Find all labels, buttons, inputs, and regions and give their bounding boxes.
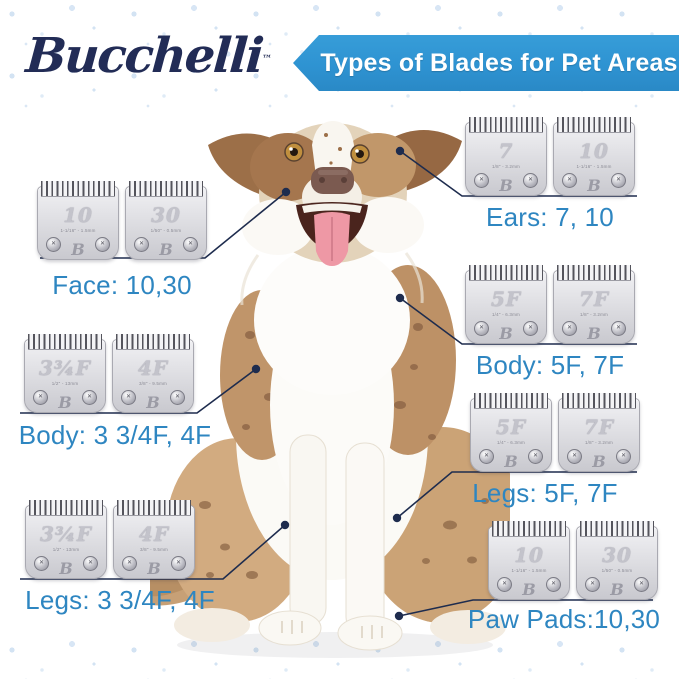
blade-size-text: 1/2" - 13mm (52, 547, 80, 552)
blade-size-text: 1-1/16" - 1.5mm (60, 228, 96, 233)
blade-size-text: 1/50" - 0.5mm (601, 568, 633, 573)
area-label-legs-left: Legs: 3 3/4F, 4F (25, 585, 215, 615)
area-label-legs-right: Legs: 5F, 7F (472, 478, 618, 508)
clipper-blade: 30 1/50" - 0.5mm ✕ ✕ B (125, 181, 207, 260)
blade-brand-monogram: B (504, 452, 518, 471)
blade-brand-monogram: B (159, 240, 173, 259)
blade-teeth (557, 265, 631, 281)
clipper-blade: 10 1-1/16" - 1.5mm ✕ ✕ B (553, 117, 635, 196)
screw-icon: ✕ (528, 449, 543, 464)
blade-size-text: 1/8" - 3.2mm (491, 164, 520, 169)
blade-size-text: 3/8" - 9.5mm (139, 547, 168, 552)
screw-icon: ✕ (546, 577, 561, 592)
clipper-blade: 3¾F 1/2" - 13mm ✕ ✕ B (24, 334, 106, 413)
blade-number: 10 (63, 203, 93, 227)
blade-pair-paw-pads: 10 1-1/16" - 1.5mm ✕ ✕ B 30 1/50" - 0.5mm ✕ ✕ B (488, 521, 658, 600)
blade-brand-monogram: B (499, 324, 513, 343)
blade-teeth (469, 117, 543, 133)
trademark-symbol: ™ (261, 54, 273, 65)
blade-brand-monogram: B (147, 559, 161, 578)
area-label-ears: Ears: 7, 10 (486, 202, 614, 232)
screw-icon: ✕ (634, 577, 649, 592)
blade-brand-monogram: B (592, 452, 606, 471)
dot-pattern-bottom (0, 636, 679, 679)
blade-teeth (129, 181, 203, 197)
blade-number: 7F (578, 287, 610, 311)
blade-pair-body-left: 3¾F 1/2" - 13mm ✕ ✕ B 4F 3/8" - 9.5mm ✕ ✕ B (24, 334, 194, 413)
banner-title: Types of Blades for Pet Areas (320, 48, 678, 77)
area-label-body-right: Body: 5F, 7F (475, 350, 625, 380)
blade-brand-monogram: B (58, 393, 72, 412)
blade-teeth (28, 334, 102, 350)
blade-size-text: 1/4" - 6.3mm (491, 312, 520, 317)
screw-icon: ✕ (585, 577, 600, 592)
blade-pair-ears: 7 1/8" - 3.2mm ✕ ✕ B 10 1-1/16" - 1.5mm ✕ ✕ B (465, 117, 635, 196)
blade-number: 10 (579, 139, 609, 163)
blade-teeth (474, 393, 548, 409)
blade-size-text: 3/8" - 9.5mm (138, 381, 167, 386)
blade-teeth (117, 500, 191, 516)
blade-teeth (562, 393, 636, 409)
blade-number: 7 (498, 139, 514, 163)
blade-teeth (469, 265, 543, 281)
blade-number: 4F (138, 522, 170, 546)
clipper-blade: 7F 1/8" - 3.2mm ✕ ✕ B (553, 265, 635, 344)
blade-number: 3¾F (39, 356, 91, 380)
blade-size-text: 1/4" - 6.3mm (496, 440, 525, 445)
clipper-blade: 10 1-1/16" - 1.5mm ✕ ✕ B (488, 521, 570, 600)
blade-pair-body-right: 5F 1/4" - 6.3mm ✕ ✕ B 7F 1/8" - 3.2mm ✕ ✕ B (465, 265, 635, 344)
clipper-blade: 4F 3/8" - 9.5mm ✕ ✕ B (112, 334, 194, 413)
brand-name: Bucchelli (24, 28, 265, 84)
blade-teeth (29, 500, 103, 516)
blade-teeth (116, 334, 190, 350)
banner-ribbon: Types of Blades for Pet Areas (293, 35, 679, 91)
clipper-blade: 10 1-1/16" - 1.5mm ✕ ✕ B (37, 181, 119, 260)
screw-icon: ✕ (616, 449, 631, 464)
blade-pair-legs-right: 5F 1/4" - 6.3mm ✕ ✕ B 7F 1/8" - 3.2mm ✕ ✕ B (470, 393, 640, 472)
blade-brand-monogram: B (71, 240, 85, 259)
blade-size-text: 1/50" - 0.5mm (150, 228, 182, 233)
blade-size-text: 1/2" - 13mm (51, 381, 79, 386)
blade-number: 30 (602, 543, 632, 567)
clipper-blade: 7F 1/8" - 3.2mm ✕ ✕ B (558, 393, 640, 472)
blade-number: 10 (514, 543, 544, 567)
blade-brand-monogram: B (610, 580, 624, 599)
blade-size-text: 1/8" - 3.2mm (584, 440, 613, 445)
clipper-blade: 4F 3/8" - 9.5mm ✕ ✕ B (113, 500, 195, 579)
blade-brand-monogram: B (522, 580, 536, 599)
blade-teeth (580, 521, 654, 537)
blade-brand-monogram: B (146, 393, 160, 412)
blade-number: 30 (151, 203, 181, 227)
blade-number: 7F (583, 415, 615, 439)
area-label-paw-pads: Paw Pads:10,30 (467, 604, 661, 634)
blade-teeth (41, 181, 115, 197)
blade-brand-monogram: B (59, 559, 73, 578)
blade-number: 5F (495, 415, 527, 439)
blade-teeth (557, 117, 631, 133)
clipper-blade: 5F 1/4" - 6.3mm ✕ ✕ B (465, 265, 547, 344)
connector-dots (251, 146, 405, 621)
clipper-blade: 5F 1/4" - 6.3mm ✕ ✕ B (470, 393, 552, 472)
blade-number: 4F (137, 356, 169, 380)
blade-teeth (492, 521, 566, 537)
blade-pair-face: 10 1-1/16" - 1.5mm ✕ ✕ B 30 1/50" - 0.5mm ✕ ✕ B (37, 181, 207, 260)
clipper-blade: 7 1/8" - 3.2mm ✕ ✕ B (465, 117, 547, 196)
blade-number: 5F (490, 287, 522, 311)
area-label-face: Face: 10,30 (52, 270, 192, 300)
blade-size-text: 1-1/16" - 1.5mm (576, 164, 612, 169)
clipper-blade: 3¾F 1/2" - 13mm ✕ ✕ B (25, 500, 107, 579)
blade-brand-monogram: B (587, 176, 601, 195)
brand-logo: Bucchelli™ (24, 28, 274, 84)
blade-number: 3¾F (40, 522, 92, 546)
area-label-body-left: Body: 3 3/4F, 4F (18, 420, 212, 450)
screw-icon: ✕ (567, 449, 582, 464)
blade-size-text: 1/8" - 3.2mm (579, 312, 608, 317)
blade-brand-monogram: B (499, 176, 513, 195)
clipper-blade: 30 1/50" - 0.5mm ✕ ✕ B (576, 521, 658, 600)
blade-brand-monogram: B (587, 324, 601, 343)
blade-size-text: 1-1/16" - 1.5mm (511, 568, 547, 573)
blade-pair-legs-left: 3¾F 1/2" - 13mm ✕ ✕ B 4F 3/8" - 9.5mm ✕ ✕ B (25, 500, 195, 579)
